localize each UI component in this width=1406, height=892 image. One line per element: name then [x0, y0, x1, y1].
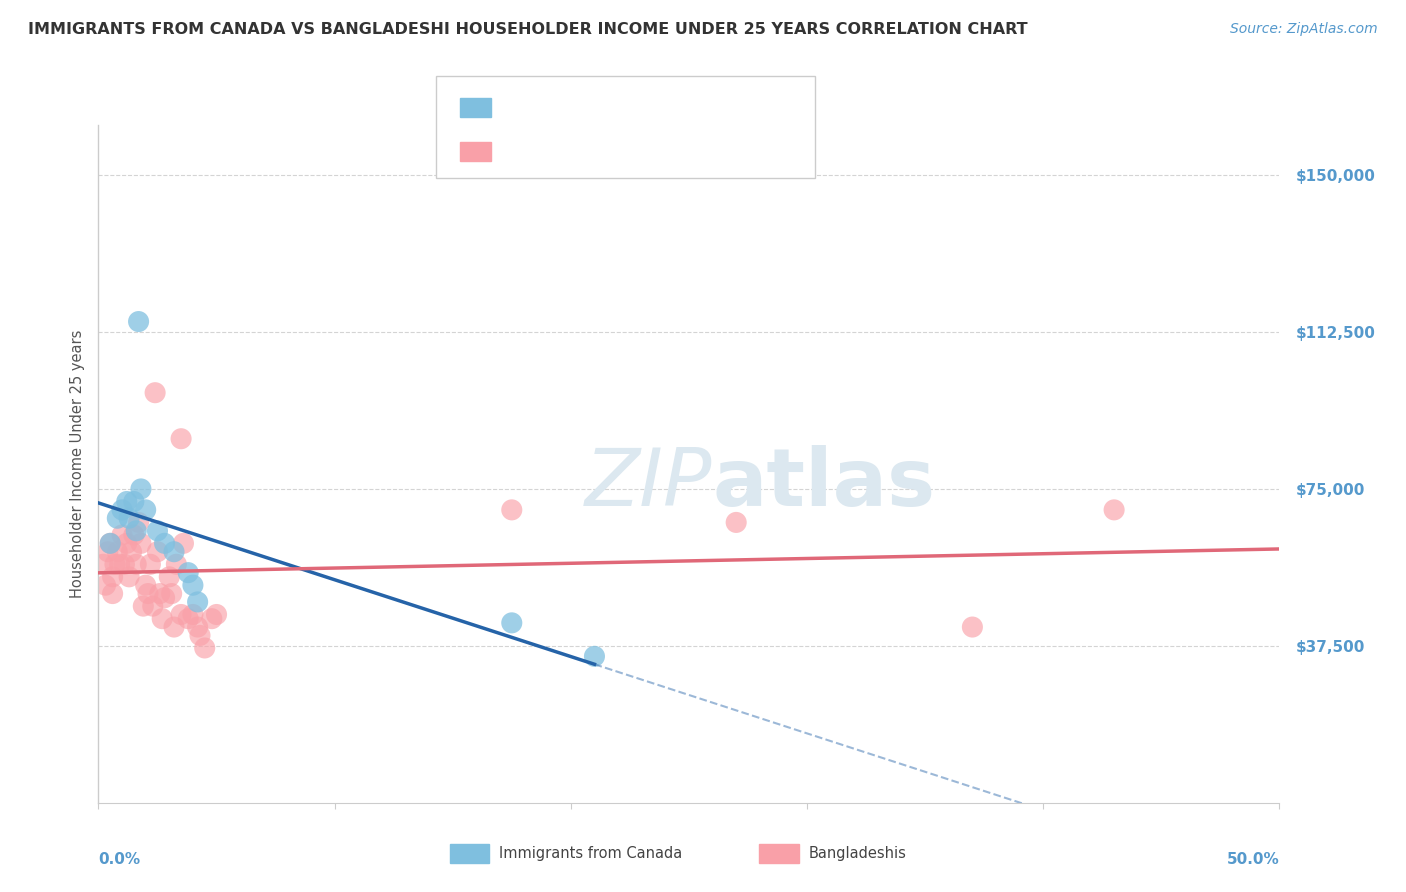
Point	[172, 536, 194, 550]
Point	[128, 314, 150, 328]
Point	[1102, 503, 1125, 517]
Point	[143, 385, 166, 400]
Point	[187, 595, 209, 609]
Point	[177, 612, 200, 626]
Text: R =: R =	[502, 98, 536, 113]
Point	[98, 536, 121, 550]
Point	[149, 586, 172, 600]
Text: ZIP: ZIP	[585, 445, 713, 524]
Point	[583, 649, 606, 664]
Point	[170, 607, 193, 622]
Point	[146, 545, 169, 559]
Point	[132, 599, 155, 614]
Point	[105, 545, 128, 559]
Point	[115, 536, 138, 550]
Text: IMMIGRANTS FROM CANADA VS BANGLADESHI HOUSEHOLDER INCOME UNDER 25 YEARS CORRELAT: IMMIGRANTS FROM CANADA VS BANGLADESHI HO…	[28, 22, 1028, 37]
Point	[188, 628, 211, 642]
Point	[135, 578, 157, 592]
Point	[97, 545, 120, 559]
Point	[91, 558, 114, 572]
Point	[153, 591, 176, 605]
Point	[94, 578, 117, 592]
Text: Bangladeshis: Bangladeshis	[808, 847, 907, 861]
Point	[129, 536, 152, 550]
Text: N =: N =	[647, 98, 681, 113]
Point	[501, 615, 523, 630]
Point	[125, 558, 148, 572]
Point	[194, 640, 217, 655]
Point	[181, 607, 204, 622]
Point	[501, 503, 523, 517]
Text: Source: ZipAtlas.com: Source: ZipAtlas.com	[1230, 22, 1378, 37]
Point	[112, 558, 135, 572]
Point	[205, 607, 228, 622]
Point	[157, 570, 180, 584]
Point	[725, 516, 748, 530]
Point	[170, 432, 193, 446]
Point	[135, 503, 157, 517]
Point	[201, 612, 224, 626]
Text: 0.0%: 0.0%	[98, 852, 141, 867]
Point	[160, 586, 183, 600]
Y-axis label: Householder Income Under 25 years: Householder Income Under 25 years	[69, 330, 84, 598]
Point	[962, 620, 984, 634]
Point	[111, 503, 134, 517]
Point	[98, 536, 121, 550]
Point	[121, 545, 143, 559]
Point	[153, 536, 176, 550]
Point	[177, 566, 200, 580]
Point	[139, 558, 162, 572]
Text: -0.444: -0.444	[538, 98, 593, 113]
Point	[146, 524, 169, 538]
Point	[181, 578, 204, 592]
Point	[187, 620, 209, 634]
Point	[150, 612, 173, 626]
Text: R =: R =	[502, 142, 536, 157]
Point	[136, 586, 159, 600]
Point	[115, 494, 138, 508]
Point	[122, 494, 145, 508]
Point	[163, 620, 186, 634]
Point	[101, 570, 124, 584]
Point	[165, 558, 187, 572]
Point	[101, 586, 124, 600]
Text: 50.0%: 50.0%	[1226, 852, 1279, 867]
Point	[118, 570, 141, 584]
Point	[111, 528, 134, 542]
Point	[104, 558, 127, 572]
Point	[129, 482, 152, 496]
Point	[108, 558, 131, 572]
Text: N =: N =	[647, 142, 681, 157]
Point	[105, 511, 128, 525]
Text: Immigrants from Canada: Immigrants from Canada	[499, 847, 682, 861]
Point	[128, 516, 150, 530]
Point	[142, 599, 165, 614]
Text: 17: 17	[685, 98, 706, 113]
Point	[122, 528, 145, 542]
Point	[125, 524, 148, 538]
Text: 0.082: 0.082	[538, 142, 586, 157]
Text: 45: 45	[685, 142, 706, 157]
Point	[118, 511, 141, 525]
Text: atlas: atlas	[713, 445, 935, 524]
Point	[163, 545, 186, 559]
